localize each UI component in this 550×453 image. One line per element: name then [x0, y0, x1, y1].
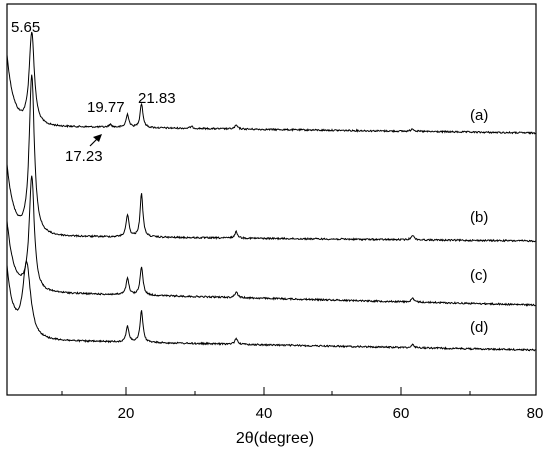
series-labels: (a) (b) (c) (d): [470, 107, 488, 336]
xrd-trace-d: [6, 259, 537, 352]
x-tick-label-20: 20: [118, 405, 135, 422]
x-axis: 20 40 60 80 2θ(degree): [61, 387, 544, 447]
plot-frame: [6, 3, 537, 396]
xrd-trace-c: [6, 175, 537, 307]
series-traces: [6, 31, 537, 352]
series-label-a: (a): [470, 107, 488, 124]
annotation-19-77: 19.77: [87, 99, 125, 116]
series-label-c: (c): [470, 267, 488, 284]
peak-annotations: 5.65 19.77 21.83 17.23: [11, 19, 176, 165]
series-label-d: (d): [470, 319, 488, 336]
x-tick-label-60: 60: [393, 405, 410, 422]
annotation-21-83: 21.83: [138, 90, 176, 107]
annotation-5-65: 5.65: [11, 19, 40, 36]
series-label-b: (b): [470, 209, 488, 226]
x-tick-label-40: 40: [256, 405, 273, 422]
x-axis-title: 2θ(degree): [236, 430, 314, 447]
annotation-17-23-arrowhead: [93, 134, 102, 142]
annotation-17-23: 17.23: [65, 148, 103, 165]
x-tick-label-80: 80: [527, 405, 544, 422]
xrd-trace-a: [6, 31, 537, 135]
xrd-trace-b: [6, 74, 537, 243]
